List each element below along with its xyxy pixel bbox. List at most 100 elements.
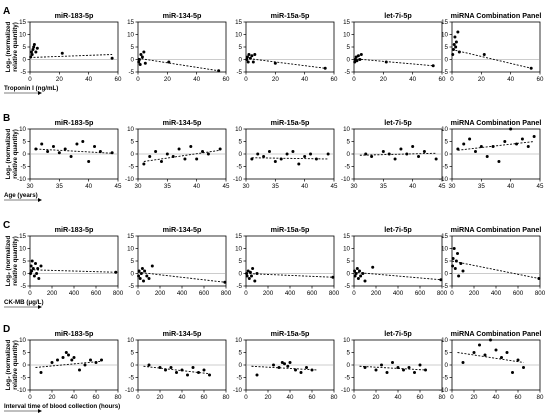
data-point	[110, 151, 114, 155]
data-point	[30, 53, 34, 56]
trend-line	[457, 352, 524, 363]
y-tick-label: 10	[235, 32, 242, 39]
x-tick-label: 400	[69, 290, 80, 297]
data-point	[283, 362, 286, 366]
data-point	[201, 150, 205, 153]
y-tick-label: 0	[239, 57, 243, 64]
data-point	[147, 363, 151, 367]
data-point	[87, 160, 91, 163]
y-tick-label: 10	[441, 337, 448, 344]
y-tick-label: -5	[344, 283, 350, 290]
data-point	[34, 262, 37, 265]
y-tick-label: -10	[341, 176, 351, 183]
x-tick-label: 40	[71, 394, 78, 401]
y-tick-label: 0	[445, 151, 449, 158]
x-tick-label: 200	[47, 290, 58, 297]
y-tick-label: -5	[128, 164, 134, 171]
data-point	[94, 361, 98, 364]
data-point	[247, 53, 251, 56]
y-tick-label: -10	[233, 176, 243, 183]
trend-line	[245, 273, 333, 278]
data-point	[218, 147, 222, 151]
y-tick-label: 15	[235, 19, 242, 26]
data-point	[183, 157, 187, 161]
trend-line	[245, 57, 326, 69]
y-tick-label: -10	[17, 387, 27, 394]
data-point	[286, 364, 290, 368]
trend-line	[143, 149, 221, 162]
y-tick-label: 0	[347, 362, 351, 369]
x-tick-label: 45	[439, 183, 446, 190]
y-tick-label: 5	[131, 44, 135, 51]
data-point	[529, 66, 533, 70]
y-tick-label: -5	[442, 375, 448, 382]
data-point	[511, 371, 514, 374]
y-tick-label: 15	[441, 233, 448, 240]
chart-D-1: miR-183-5p 0 20 40 60 80 -10 -5 0 5 10	[17, 329, 122, 401]
data-point	[310, 368, 314, 372]
x-tick-label: 80	[115, 394, 122, 401]
x-tick-label: 45	[331, 183, 338, 190]
data-point	[245, 272, 249, 275]
y-tick-label: -5	[128, 375, 134, 382]
y-tick-label: 10	[441, 32, 448, 39]
data-point	[250, 54, 254, 58]
y-tick-label: 10	[441, 246, 448, 253]
y-tick-label: 0	[131, 57, 135, 64]
data-point	[46, 150, 50, 153]
y-tick-label: 5	[347, 258, 351, 265]
data-point	[457, 274, 461, 278]
y-tick-label: -5	[20, 69, 26, 76]
data-point	[422, 150, 426, 153]
chart-title: miRNA Combination Panel	[451, 225, 542, 234]
y-tick-label: 0	[239, 151, 243, 158]
plot-frame	[29, 235, 119, 287]
x-tick-label: 600	[91, 290, 102, 297]
y-tick-label: 10	[235, 337, 242, 344]
x-tick-label: 60	[439, 76, 446, 83]
data-point	[472, 351, 476, 354]
y-tick-label: 10	[127, 246, 134, 253]
y-tick-label: 10	[127, 126, 134, 133]
trend-line	[451, 260, 539, 279]
y-tick-label: 15	[127, 233, 134, 240]
trend-line	[35, 360, 102, 368]
data-point	[303, 155, 307, 158]
data-point	[165, 152, 169, 156]
data-point	[169, 366, 173, 369]
y-axis-label-line1: Log₂ (normalized	[5, 340, 12, 391]
data-point	[206, 152, 210, 156]
data-point	[69, 155, 73, 158]
data-point	[451, 48, 455, 51]
data-point	[175, 371, 178, 374]
trend-line	[251, 365, 318, 371]
x-tick-label: 60	[331, 76, 338, 83]
chart-B-3: miR-15a-5p 30 35 40 45 -10 -5 0 5 10	[233, 118, 338, 190]
y-tick-label: -10	[233, 387, 243, 394]
y-tick-label: -5	[344, 164, 350, 171]
y-tick-label: -5	[20, 283, 26, 290]
data-point	[32, 274, 36, 278]
y-tick-label: 0	[445, 271, 449, 278]
trend-line	[143, 365, 210, 375]
data-point	[331, 275, 335, 279]
x-tick-label: 200	[155, 290, 166, 297]
data-point	[60, 51, 64, 55]
panel-letter: A	[3, 6, 10, 17]
y-tick-label: 5	[239, 350, 243, 357]
data-point	[110, 56, 114, 60]
data-point	[189, 145, 193, 148]
data-point	[405, 152, 409, 156]
y-tick-label: 5	[239, 139, 243, 146]
data-point	[255, 272, 259, 275]
data-point	[431, 64, 435, 68]
y-axis-label-line1: Log₂ (normalized	[5, 129, 12, 180]
y-tick-label: 5	[347, 139, 351, 146]
data-point	[70, 358, 74, 362]
y-tick-label: 5	[347, 350, 351, 357]
y-tick-label: 10	[127, 337, 134, 344]
x-tick-label: 20	[164, 76, 171, 83]
y-tick-label: 10	[343, 337, 350, 344]
